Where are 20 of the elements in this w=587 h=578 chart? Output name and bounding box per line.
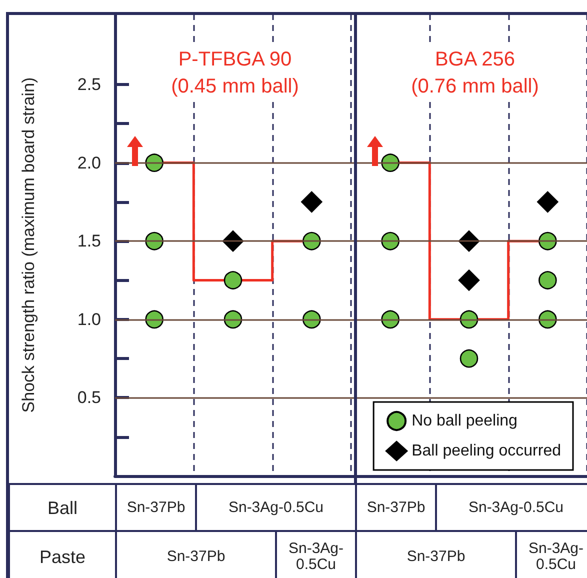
text: Sn-3Ag-0.5Cu — [435, 483, 587, 530]
annotation: P-TFBGA 90 (0.45 mm ball) — [171, 48, 299, 98]
text: Sn-3Ag-0.5Cu — [515, 530, 587, 578]
text: Ball — [8, 483, 115, 530]
text: Sn-37Pb — [355, 483, 435, 530]
legend-label: Ball peeling occurred — [412, 442, 561, 460]
y-tick-label: 1.5 — [77, 232, 101, 251]
legend-label: No ball peeling — [412, 412, 518, 430]
y-tick-label: 2.5 — [77, 74, 101, 94]
text: Sn-3Ag-0.5Cu — [275, 530, 355, 578]
annotation: BGA 256 (0.76 mm ball) — [411, 48, 539, 98]
text: Sn-37Pb — [355, 530, 515, 578]
y-tick-label: 1.0 — [77, 310, 101, 329]
text: Paste — [8, 530, 115, 578]
text: Sn-37Pb — [115, 530, 275, 578]
y-tick-label: 0.5 — [77, 388, 101, 408]
text: Sn-37Pb — [115, 483, 195, 530]
y-axis-title: Shock strength ratio (maximum board strain) — [19, 77, 38, 413]
text: Sn-3Ag-0.5Cu — [195, 483, 355, 530]
y-tick-label: 2.0 — [77, 153, 101, 172]
